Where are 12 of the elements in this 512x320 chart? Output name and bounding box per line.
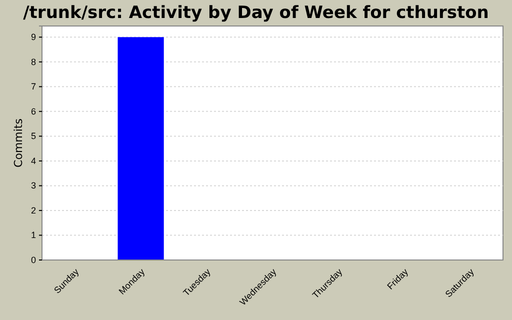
y-tick-label: 4 bbox=[30, 156, 36, 166]
y-tick-label: 6 bbox=[30, 106, 36, 116]
y-tick-label: 2 bbox=[30, 205, 36, 216]
y-tick-label: 9 bbox=[30, 32, 36, 42]
y-axis-title: Commits bbox=[12, 118, 25, 168]
y-tick-label: 3 bbox=[30, 180, 36, 191]
chart-title: /trunk/src: Activity by Day of Week for cthurston bbox=[23, 3, 489, 23]
y-tick-label: 8 bbox=[30, 56, 36, 67]
y-tick-label: 0 bbox=[30, 254, 36, 265]
y-tick-label: 1 bbox=[30, 230, 36, 240]
y-tick-label: 5 bbox=[30, 131, 36, 142]
y-tick-label: 7 bbox=[30, 82, 36, 92]
